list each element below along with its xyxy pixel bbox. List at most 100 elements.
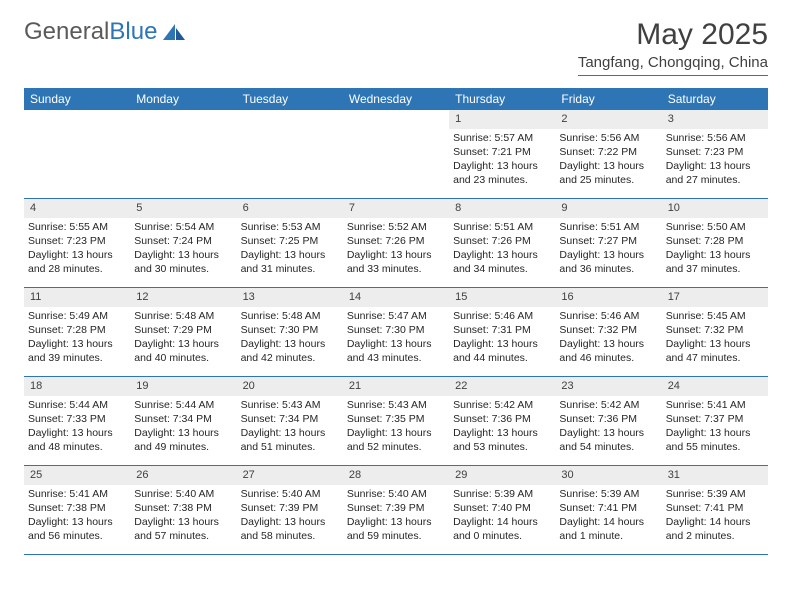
day-number: 15 <box>449 288 555 307</box>
calendar-day-cell <box>130 110 236 198</box>
sunset-line: Sunset: 7:26 PM <box>347 234 445 248</box>
calendar-day-cell: 31Sunrise: 5:39 AMSunset: 7:41 PMDayligh… <box>662 466 768 554</box>
calendar-day-cell: 3Sunrise: 5:56 AMSunset: 7:23 PMDaylight… <box>662 110 768 198</box>
day-body: Sunrise: 5:48 AMSunset: 7:29 PMDaylight:… <box>130 307 236 370</box>
calendar-header-cell: Thursday <box>449 88 555 110</box>
sunset-line: Sunset: 7:23 PM <box>666 145 764 159</box>
brand-sail-icon <box>161 22 187 42</box>
daylight-line: Daylight: 13 hours and 42 minutes. <box>241 337 339 365</box>
calendar-day-cell: 14Sunrise: 5:47 AMSunset: 7:30 PMDayligh… <box>343 288 449 376</box>
day-body: Sunrise: 5:47 AMSunset: 7:30 PMDaylight:… <box>343 307 449 370</box>
daylight-line: Daylight: 13 hours and 39 minutes. <box>28 337 126 365</box>
calendar-day-cell: 30Sunrise: 5:39 AMSunset: 7:41 PMDayligh… <box>555 466 661 554</box>
sunset-line: Sunset: 7:27 PM <box>559 234 657 248</box>
sunrise-line: Sunrise: 5:51 AM <box>453 220 551 234</box>
sunrise-line: Sunrise: 5:42 AM <box>559 398 657 412</box>
day-body: Sunrise: 5:41 AMSunset: 7:38 PMDaylight:… <box>24 485 130 548</box>
calendar-week-row: 11Sunrise: 5:49 AMSunset: 7:28 PMDayligh… <box>24 288 768 377</box>
page-title: May 2025 <box>578 18 768 52</box>
daylight-line: Daylight: 13 hours and 46 minutes. <box>559 337 657 365</box>
day-number: 21 <box>343 377 449 396</box>
daylight-line: Daylight: 13 hours and 59 minutes. <box>347 515 445 543</box>
sunrise-line: Sunrise: 5:56 AM <box>666 131 764 145</box>
sunrise-line: Sunrise: 5:48 AM <box>134 309 232 323</box>
sunrise-line: Sunrise: 5:48 AM <box>241 309 339 323</box>
calendar-day-cell <box>24 110 130 198</box>
sunrise-line: Sunrise: 5:55 AM <box>28 220 126 234</box>
calendar-day-cell: 28Sunrise: 5:40 AMSunset: 7:39 PMDayligh… <box>343 466 449 554</box>
calendar-header-cell: Sunday <box>24 88 130 110</box>
day-body: Sunrise: 5:48 AMSunset: 7:30 PMDaylight:… <box>237 307 343 370</box>
day-number: 1 <box>449 110 555 129</box>
calendar-week-row: 18Sunrise: 5:44 AMSunset: 7:33 PMDayligh… <box>24 377 768 466</box>
day-number: 17 <box>662 288 768 307</box>
day-body: Sunrise: 5:46 AMSunset: 7:32 PMDaylight:… <box>555 307 661 370</box>
sunrise-line: Sunrise: 5:49 AM <box>28 309 126 323</box>
calendar-day-cell: 22Sunrise: 5:42 AMSunset: 7:36 PMDayligh… <box>449 377 555 465</box>
sunrise-line: Sunrise: 5:50 AM <box>666 220 764 234</box>
sunrise-line: Sunrise: 5:40 AM <box>134 487 232 501</box>
calendar-week-row: 25Sunrise: 5:41 AMSunset: 7:38 PMDayligh… <box>24 466 768 555</box>
sunset-line: Sunset: 7:34 PM <box>241 412 339 426</box>
calendar-day-cell: 4Sunrise: 5:55 AMSunset: 7:23 PMDaylight… <box>24 199 130 287</box>
calendar-week-row: 4Sunrise: 5:55 AMSunset: 7:23 PMDaylight… <box>24 199 768 288</box>
calendar-day-cell <box>237 110 343 198</box>
daylight-line: Daylight: 14 hours and 1 minute. <box>559 515 657 543</box>
sunset-line: Sunset: 7:22 PM <box>559 145 657 159</box>
sunset-line: Sunset: 7:40 PM <box>453 501 551 515</box>
sunrise-line: Sunrise: 5:41 AM <box>28 487 126 501</box>
calendar-day-cell: 29Sunrise: 5:39 AMSunset: 7:40 PMDayligh… <box>449 466 555 554</box>
sunrise-line: Sunrise: 5:44 AM <box>134 398 232 412</box>
sunrise-line: Sunrise: 5:43 AM <box>241 398 339 412</box>
day-number: 10 <box>662 199 768 218</box>
day-body: Sunrise: 5:44 AMSunset: 7:33 PMDaylight:… <box>24 396 130 459</box>
day-body: Sunrise: 5:44 AMSunset: 7:34 PMDaylight:… <box>130 396 236 459</box>
sunrise-line: Sunrise: 5:45 AM <box>666 309 764 323</box>
calendar-day-cell: 25Sunrise: 5:41 AMSunset: 7:38 PMDayligh… <box>24 466 130 554</box>
daylight-line: Daylight: 13 hours and 44 minutes. <box>453 337 551 365</box>
sunrise-line: Sunrise: 5:44 AM <box>28 398 126 412</box>
day-number: 25 <box>24 466 130 485</box>
page-subtitle: Tangfang, Chongqing, China <box>578 54 768 76</box>
day-body: Sunrise: 5:56 AMSunset: 7:23 PMDaylight:… <box>662 129 768 192</box>
calendar-week-row: 1Sunrise: 5:57 AMSunset: 7:21 PMDaylight… <box>24 110 768 199</box>
day-body: Sunrise: 5:52 AMSunset: 7:26 PMDaylight:… <box>343 218 449 281</box>
calendar-day-cell: 9Sunrise: 5:51 AMSunset: 7:27 PMDaylight… <box>555 199 661 287</box>
sunrise-line: Sunrise: 5:46 AM <box>559 309 657 323</box>
day-number: 28 <box>343 466 449 485</box>
sunrise-line: Sunrise: 5:39 AM <box>666 487 764 501</box>
day-number: 9 <box>555 199 661 218</box>
day-body: Sunrise: 5:42 AMSunset: 7:36 PMDaylight:… <box>555 396 661 459</box>
sunrise-line: Sunrise: 5:39 AM <box>559 487 657 501</box>
day-body: Sunrise: 5:54 AMSunset: 7:24 PMDaylight:… <box>130 218 236 281</box>
day-number: 11 <box>24 288 130 307</box>
day-body: Sunrise: 5:43 AMSunset: 7:35 PMDaylight:… <box>343 396 449 459</box>
day-body: Sunrise: 5:39 AMSunset: 7:40 PMDaylight:… <box>449 485 555 548</box>
day-body: Sunrise: 5:39 AMSunset: 7:41 PMDaylight:… <box>662 485 768 548</box>
calendar-day-cell: 10Sunrise: 5:50 AMSunset: 7:28 PMDayligh… <box>662 199 768 287</box>
day-body: Sunrise: 5:53 AMSunset: 7:25 PMDaylight:… <box>237 218 343 281</box>
day-number: 3 <box>662 110 768 129</box>
daylight-line: Daylight: 13 hours and 43 minutes. <box>347 337 445 365</box>
daylight-line: Daylight: 13 hours and 27 minutes. <box>666 159 764 187</box>
calendar-day-cell: 7Sunrise: 5:52 AMSunset: 7:26 PMDaylight… <box>343 199 449 287</box>
day-body: Sunrise: 5:57 AMSunset: 7:21 PMDaylight:… <box>449 129 555 192</box>
sunset-line: Sunset: 7:32 PM <box>559 323 657 337</box>
sunset-line: Sunset: 7:41 PM <box>559 501 657 515</box>
day-number: 5 <box>130 199 236 218</box>
day-number: 27 <box>237 466 343 485</box>
sunset-line: Sunset: 7:30 PM <box>347 323 445 337</box>
calendar-header-row: SundayMondayTuesdayWednesdayThursdayFrid… <box>24 88 768 110</box>
calendar-day-cell: 2Sunrise: 5:56 AMSunset: 7:22 PMDaylight… <box>555 110 661 198</box>
day-body: Sunrise: 5:55 AMSunset: 7:23 PMDaylight:… <box>24 218 130 281</box>
sunrise-line: Sunrise: 5:41 AM <box>666 398 764 412</box>
daylight-line: Daylight: 13 hours and 57 minutes. <box>134 515 232 543</box>
day-body: Sunrise: 5:42 AMSunset: 7:36 PMDaylight:… <box>449 396 555 459</box>
sunset-line: Sunset: 7:41 PM <box>666 501 764 515</box>
calendar-day-cell: 18Sunrise: 5:44 AMSunset: 7:33 PMDayligh… <box>24 377 130 465</box>
day-number <box>130 110 236 129</box>
sunrise-line: Sunrise: 5:47 AM <box>347 309 445 323</box>
daylight-line: Daylight: 13 hours and 51 minutes. <box>241 426 339 454</box>
sunrise-line: Sunrise: 5:52 AM <box>347 220 445 234</box>
calendar-header-cell: Wednesday <box>343 88 449 110</box>
